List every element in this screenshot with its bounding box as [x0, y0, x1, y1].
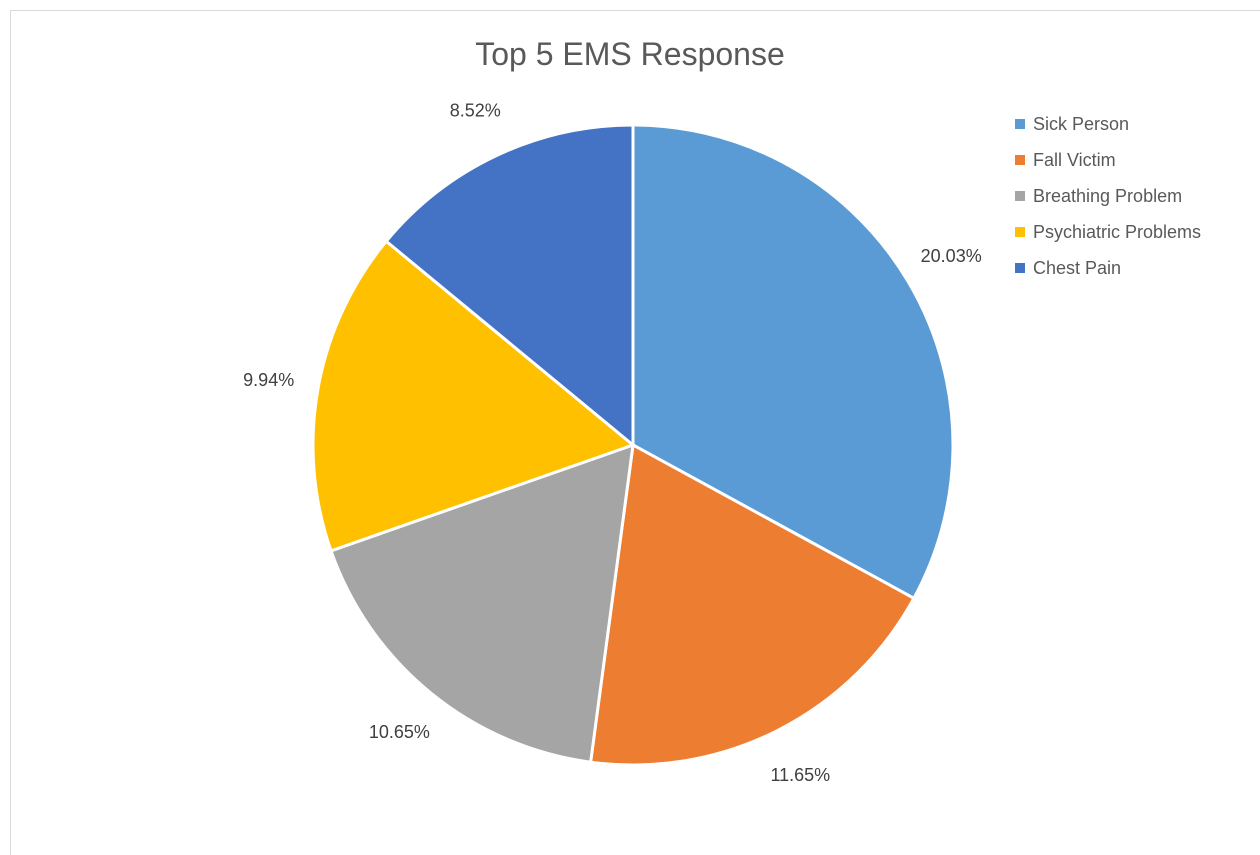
legend-swatch-icon: [1015, 155, 1025, 165]
data-label-fall-victim: 11.65%: [770, 765, 830, 785]
data-label-chest-pain: 8.52%: [450, 100, 501, 120]
legend-item-breathing-problem: Breathing Problem: [1015, 178, 1201, 214]
legend-label: Psychiatric Problems: [1033, 221, 1202, 242]
legend-item-chest-pain: Chest Pain: [1015, 250, 1201, 286]
legend-swatch-icon: [1015, 263, 1025, 273]
data-label-breathing-problem: 10.65%: [369, 722, 430, 742]
data-label-sick-person: 20.03%: [921, 246, 982, 266]
pie-slice-chest-pain: [384, 123, 635, 447]
legend-item-fall-victim: Fall Victim: [1015, 142, 1201, 178]
legend-label: Sick Person: [1033, 113, 1130, 134]
legend-swatch-icon: [1015, 227, 1025, 237]
pie-slice-fall-victim: [589, 443, 916, 767]
legend-label: Breathing Problem: [1033, 185, 1183, 206]
pie-slice-psychiatric-problems: [311, 239, 635, 553]
legend: Sick Person Fall Victim Breathing Proble…: [1015, 106, 1201, 286]
legend-item-sick-person: Sick Person: [1015, 106, 1201, 142]
pie-slice-sick-person: [631, 123, 955, 600]
legend-swatch-icon: [1015, 191, 1025, 201]
legend-label: Fall Victim: [1033, 149, 1116, 170]
data-label-psychiatric-problems: 9.94%: [243, 370, 294, 390]
legend-item-psychiatric-problems: Psychiatric Problems: [1015, 214, 1201, 250]
legend-swatch-icon: [1015, 119, 1025, 129]
chart-title: Top 5 EMS Response: [475, 36, 785, 72]
pie-slice-breathing-problem: [329, 443, 635, 764]
legend-label: Chest Pain: [1033, 257, 1122, 278]
